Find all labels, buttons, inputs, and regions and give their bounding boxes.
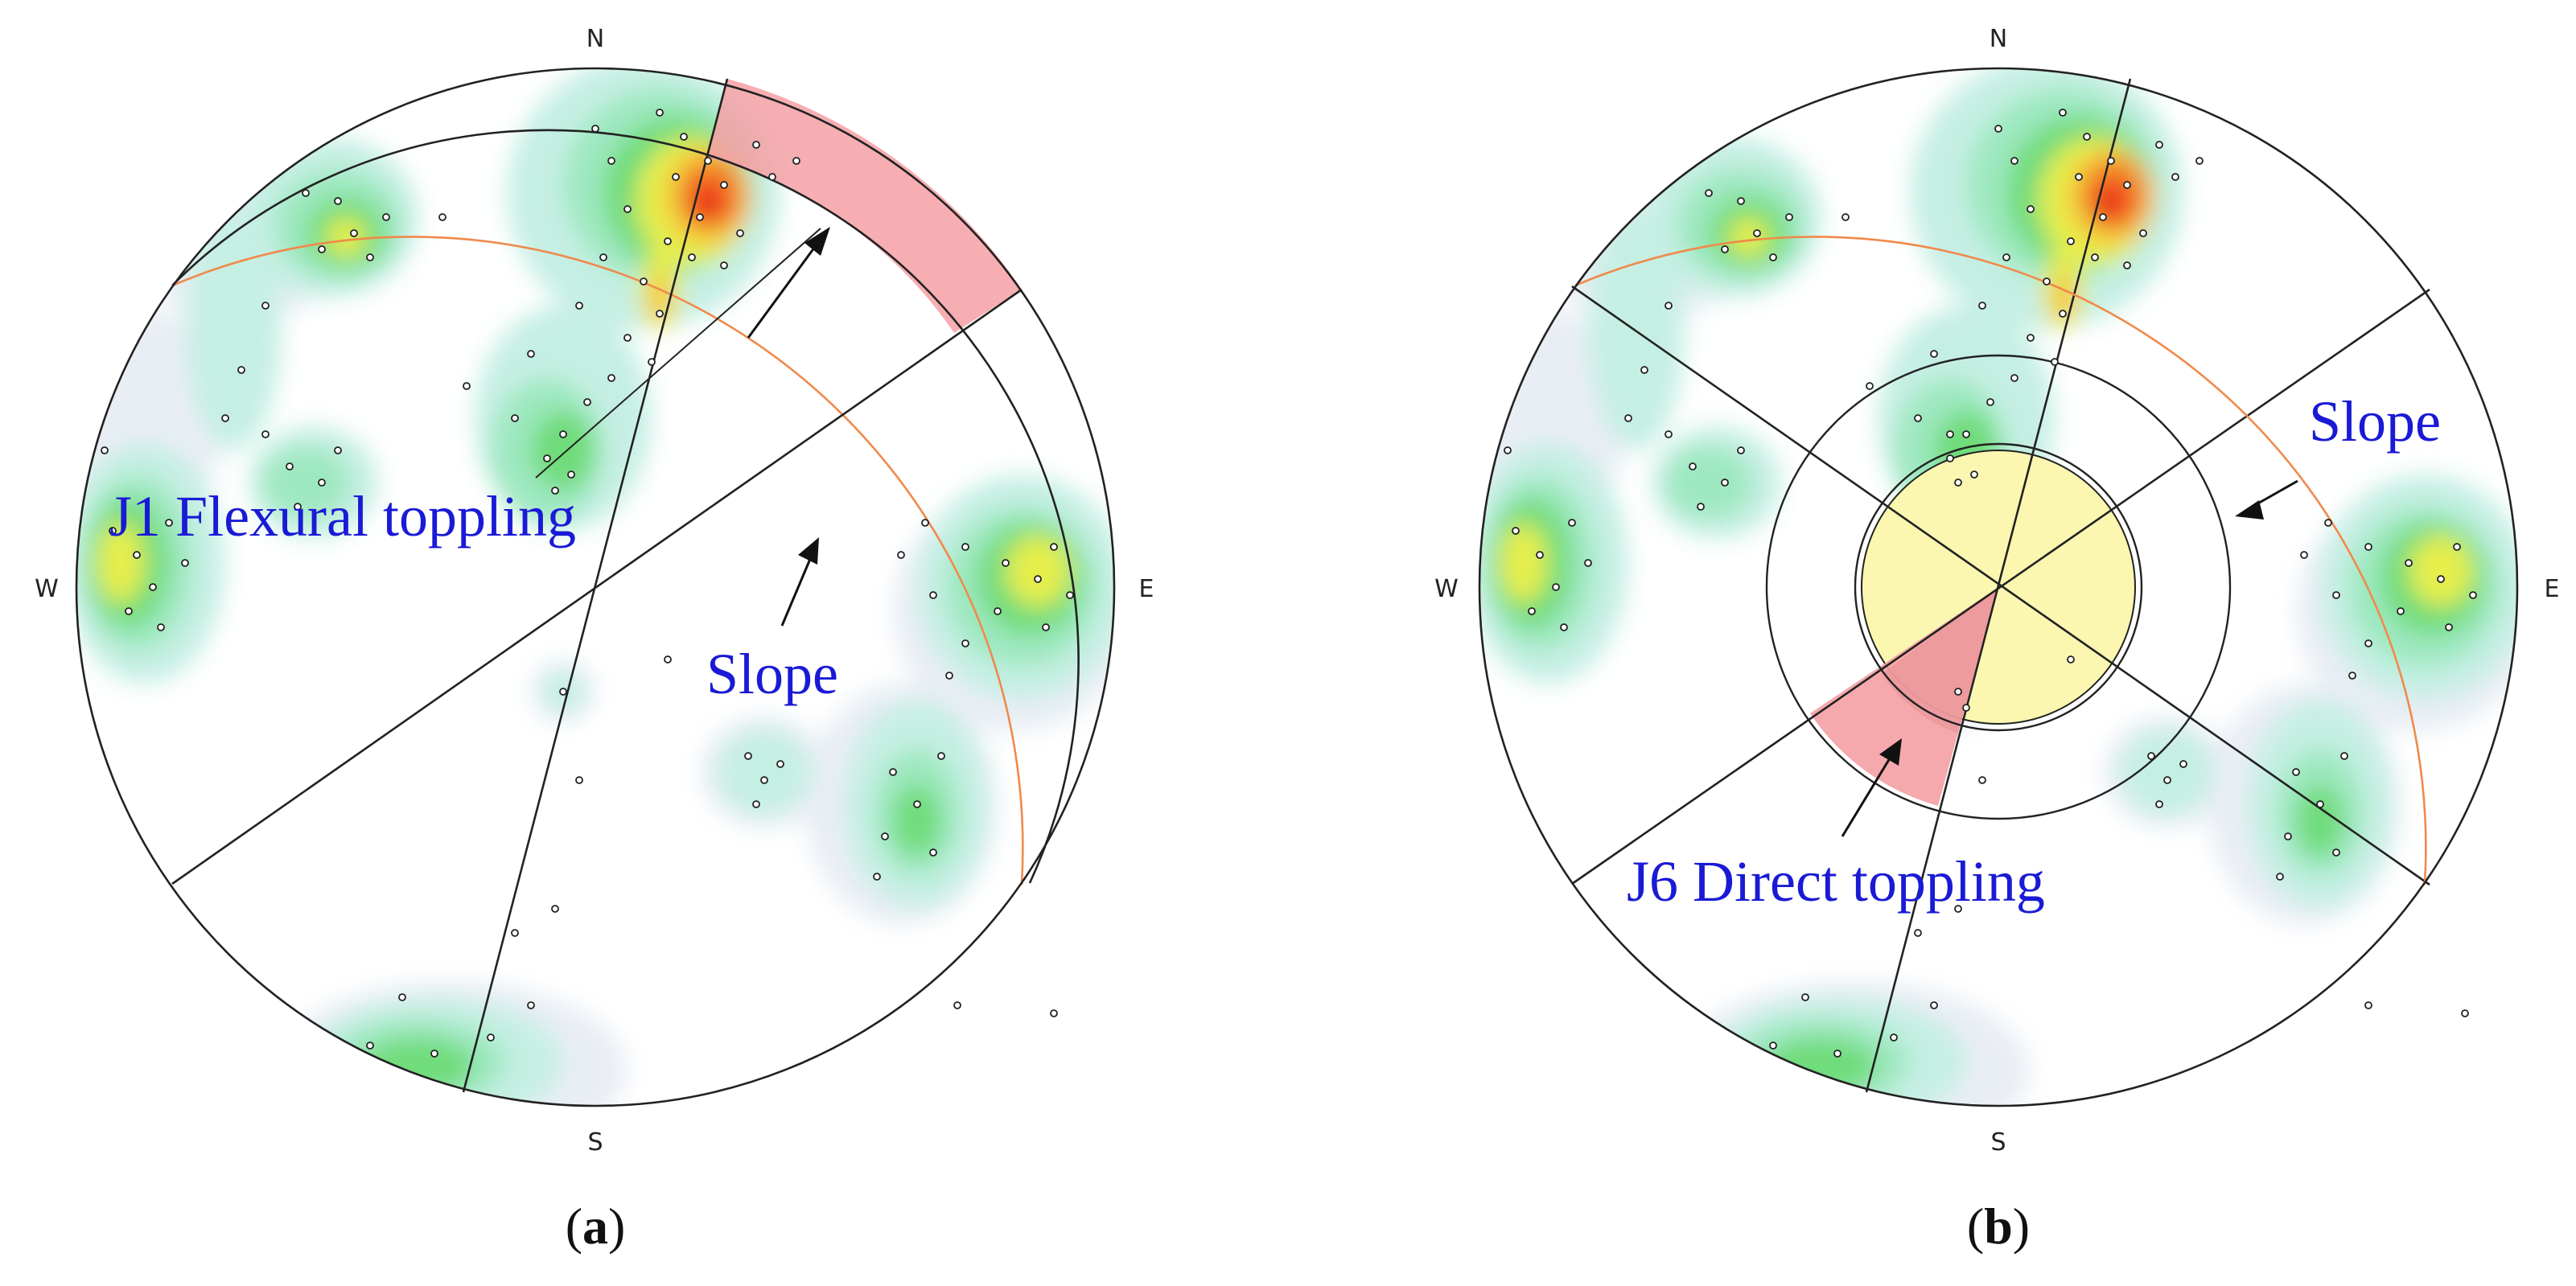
panel-b: N S W E J6 Direct toppling Slope (b) xyxy=(1434,25,2559,1255)
panel-a-plane-line xyxy=(171,288,1023,885)
panel-b-slope-trace xyxy=(1574,236,2427,885)
panel-a-joint-line xyxy=(462,78,729,1093)
panel-b-toppling-label: J6 Direct toppling xyxy=(1627,849,2045,914)
panel-a-net-boundary xyxy=(75,67,1116,1107)
panel-a-poles xyxy=(101,109,1074,1058)
panel-a-toppling-label: J1 Flexural toppling xyxy=(109,484,576,549)
panel-b-strike-line xyxy=(1571,285,2430,886)
panel-a-north-label: N xyxy=(586,25,604,53)
panel-a-contours xyxy=(76,68,1114,1106)
panel-a: N S W E J1 Flexural toppling Slope (a) xyxy=(35,25,1154,1255)
panel-b-net-boundary xyxy=(1478,67,2519,1107)
panel-b-poles xyxy=(1504,109,2477,1058)
panel-b-contours xyxy=(1479,68,2517,1106)
panel-b-outer-ring xyxy=(1765,354,2232,820)
panel-b-joint-line xyxy=(1865,78,2132,1093)
panel-a-east-label: E xyxy=(1139,575,1154,603)
panel-a-south-label: S xyxy=(587,1128,603,1157)
panel-b-north-label: N xyxy=(1990,25,2007,53)
panel-a-slope-trace xyxy=(171,236,1024,885)
panel-b-west-label: W xyxy=(1434,575,1459,603)
flexural-toppling-zone xyxy=(708,79,1022,333)
panel-b-south-label: S xyxy=(1990,1128,2006,1157)
panel-b-slope-label: Slope xyxy=(2309,389,2441,454)
panel-b-east-label: E xyxy=(2545,575,2560,603)
panel-b-arrow-slope xyxy=(2235,479,2298,520)
panel-a-arrow-slope xyxy=(780,537,819,627)
panel-b-middle-ring xyxy=(1854,442,2143,732)
panel-b-arrow-toppling xyxy=(1841,738,1902,837)
direct-toppling-zone-inner xyxy=(1882,587,1998,733)
panel-a-ray xyxy=(535,228,821,479)
panel-a-arrow-toppling xyxy=(747,227,830,339)
panel-a-slope-label: Slope xyxy=(706,642,838,706)
panel-a-west-label: W xyxy=(35,575,59,603)
panel-a-caption: (a) xyxy=(566,1198,626,1255)
panel-b-caption: (b) xyxy=(1967,1198,2030,1255)
panel-a-great-circle xyxy=(171,129,1080,884)
